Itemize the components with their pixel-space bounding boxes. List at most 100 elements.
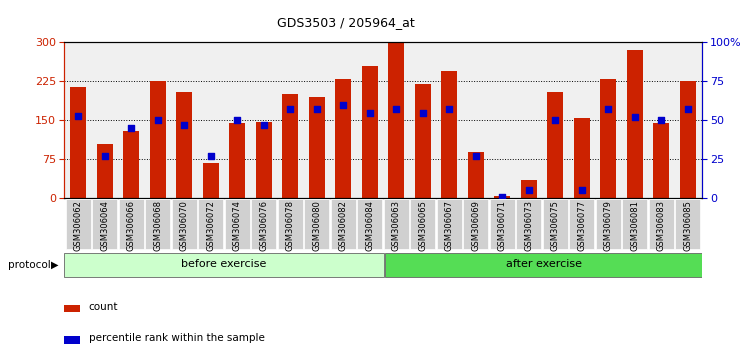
Text: GSM306081: GSM306081 [630,200,639,251]
Text: GSM306078: GSM306078 [286,200,295,251]
Point [629,114,641,120]
Text: count: count [89,302,118,312]
Point [231,118,243,123]
Bar [574,118,590,198]
FancyBboxPatch shape [463,199,488,249]
Text: GSM306075: GSM306075 [550,200,559,251]
Point [285,107,297,112]
FancyBboxPatch shape [490,199,514,249]
Point [523,188,535,193]
Bar [442,71,457,198]
Point [443,107,455,112]
Point [178,122,190,128]
FancyBboxPatch shape [410,199,435,249]
Point [655,118,667,123]
Point [311,107,323,112]
Bar [626,50,643,198]
Text: after exercise: after exercise [505,259,582,269]
Bar [547,92,563,198]
FancyBboxPatch shape [304,199,329,249]
Point [469,153,481,159]
Text: GSM306076: GSM306076 [259,200,268,251]
Point [576,188,588,193]
Text: GSM306072: GSM306072 [207,200,216,251]
Bar [520,180,537,198]
Point [72,113,84,119]
Bar [468,152,484,198]
Point [602,107,614,112]
Text: GSM306071: GSM306071 [498,200,507,251]
Bar [388,42,404,198]
Text: GSM306080: GSM306080 [312,200,321,251]
FancyBboxPatch shape [225,199,250,249]
Text: GSM306073: GSM306073 [524,200,533,251]
Point [682,107,694,112]
Text: GSM306062: GSM306062 [74,200,83,251]
FancyBboxPatch shape [384,199,409,249]
Bar [256,122,272,198]
Point [496,194,508,200]
Text: GSM306067: GSM306067 [445,200,454,251]
Text: GSM306079: GSM306079 [604,200,613,251]
FancyBboxPatch shape [385,253,702,276]
Bar [176,92,192,198]
Text: GSM306066: GSM306066 [127,200,136,251]
Point [205,153,217,159]
Text: GSM306070: GSM306070 [179,200,189,251]
Bar [64,305,80,313]
FancyBboxPatch shape [278,199,303,249]
Bar [494,196,510,198]
Text: percentile rank within the sample: percentile rank within the sample [89,333,264,343]
FancyBboxPatch shape [596,199,620,249]
FancyBboxPatch shape [675,199,700,249]
FancyBboxPatch shape [649,199,674,249]
Text: GSM306068: GSM306068 [153,200,162,251]
Bar [600,79,616,198]
FancyBboxPatch shape [146,199,170,249]
Point [417,110,429,115]
Text: GSM306069: GSM306069 [471,200,480,251]
Text: GSM306084: GSM306084 [365,200,374,251]
Point [363,110,376,115]
FancyBboxPatch shape [119,199,144,249]
Bar [309,97,324,198]
Bar [336,79,351,198]
Bar [282,95,298,198]
Bar [150,81,166,198]
FancyBboxPatch shape [198,199,223,249]
Bar [415,84,430,198]
FancyBboxPatch shape [64,253,384,276]
FancyBboxPatch shape [516,199,541,249]
FancyBboxPatch shape [437,199,462,249]
Point [391,107,403,112]
Bar [97,144,113,198]
FancyBboxPatch shape [622,199,647,249]
Point [258,122,270,128]
Text: ▶: ▶ [51,259,59,270]
Bar [229,123,246,198]
FancyBboxPatch shape [66,199,91,249]
Text: GSM306065: GSM306065 [418,200,427,251]
Point [125,125,137,131]
Text: protocol: protocol [8,259,50,270]
Text: before exercise: before exercise [181,259,267,269]
Point [337,102,349,108]
Bar [203,163,219,198]
FancyBboxPatch shape [172,199,197,249]
Text: GSM306085: GSM306085 [683,200,692,251]
Point [99,153,111,159]
Text: GSM306063: GSM306063 [392,200,401,251]
Bar [362,66,378,198]
Bar [123,131,140,198]
Text: GSM306082: GSM306082 [339,200,348,251]
Text: GSM306074: GSM306074 [233,200,242,251]
FancyBboxPatch shape [357,199,382,249]
FancyBboxPatch shape [331,199,356,249]
Point [549,118,561,123]
Point [152,118,164,123]
Bar [680,81,695,198]
FancyBboxPatch shape [543,199,568,249]
Bar [71,87,86,198]
Text: GSM306083: GSM306083 [656,200,665,251]
Bar [64,336,80,343]
